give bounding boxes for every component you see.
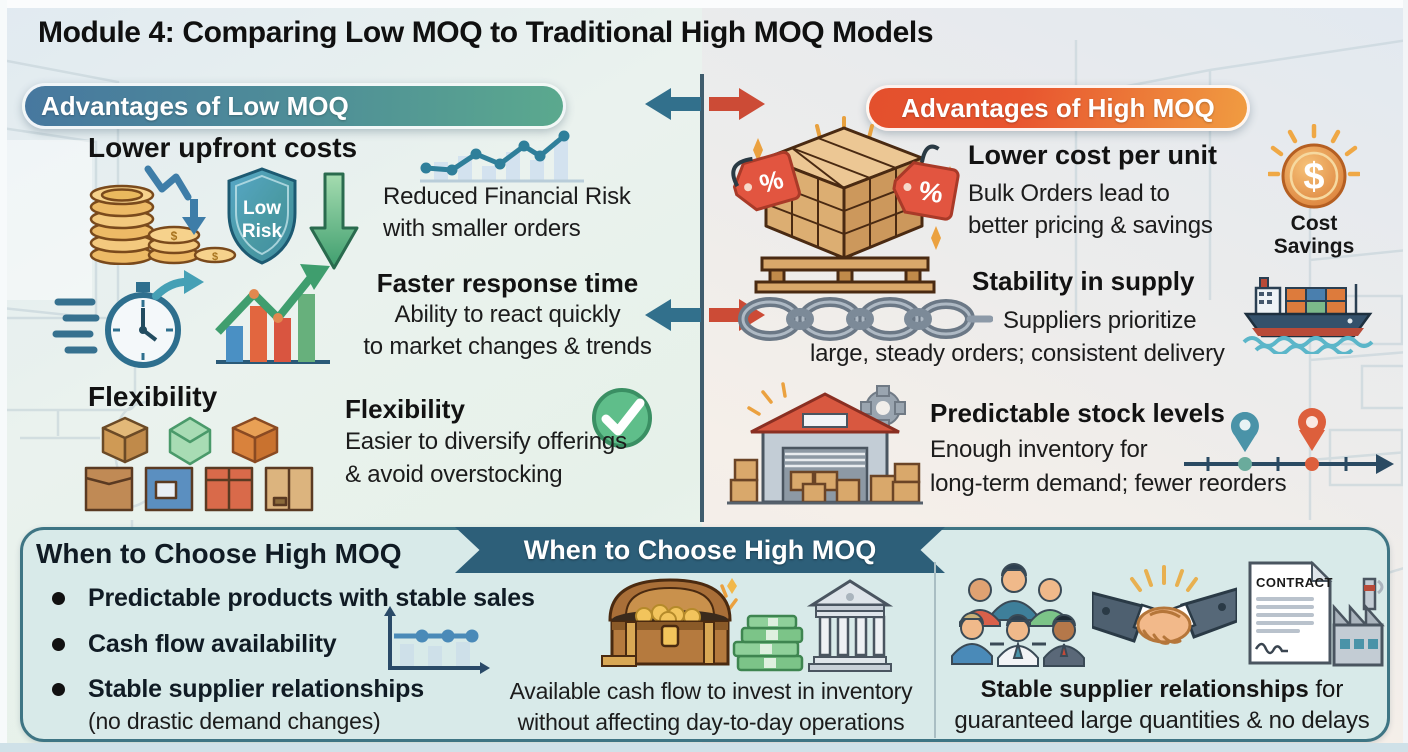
when-to-choose-ribbon: When to Choose High MOQ xyxy=(455,527,945,573)
cash-flow-caption: Available cash flow to invest in invento… xyxy=(488,676,934,738)
cost-savings-coin-icon: $ xyxy=(1268,124,1360,209)
svg-text:$: $ xyxy=(212,251,218,263)
suppliers-line2: large, steady orders; consistent deliver… xyxy=(810,340,1225,367)
cost-savings-label: Cost Savings xyxy=(1258,212,1370,258)
coin-dollar-symbol: $ xyxy=(1303,156,1324,198)
flexibility-heading: Flexibility xyxy=(88,381,218,412)
bulk-orders-text: Bulk Orders lead to better pricing & sav… xyxy=(968,178,1213,242)
contract-factory-icon: CONTRACT xyxy=(1248,560,1385,667)
people-group-icon xyxy=(951,563,1085,667)
product-cubes-icon xyxy=(101,416,279,466)
coin-stack-icon: $ $ xyxy=(89,165,237,265)
svg-text:$: $ xyxy=(171,229,178,243)
stopwatch-icon xyxy=(52,270,204,368)
inventory-line1: Enough inventory for xyxy=(930,436,1148,463)
warehouse-icon xyxy=(727,382,923,505)
faster-response-line2: to market changes & trends xyxy=(363,333,652,360)
bullet-2: Cash flow availability xyxy=(88,630,337,658)
growth-chart-icon xyxy=(215,264,330,364)
risk-trend-chart-icon xyxy=(420,130,584,183)
bullet-dot-2 xyxy=(52,638,65,656)
flexibility-side-heading: Flexibility xyxy=(345,394,465,424)
contract-label: CONTRACT xyxy=(1256,575,1333,590)
faster-response-line1: Ability to react quickly xyxy=(394,301,621,328)
bullet-note: (no drastic demand changes) xyxy=(88,708,381,734)
bottom-panel-separator xyxy=(934,562,936,738)
handshake-icon xyxy=(1092,565,1237,645)
flexibility-line1: Easier to diversify offerings xyxy=(345,428,627,455)
supplier-caption: Stable supplier relationships for guaran… xyxy=(942,674,1382,736)
cargo-ship-icon xyxy=(1242,277,1374,354)
pallet-boxes-icon: % % xyxy=(731,116,960,294)
timeline-pins-icon xyxy=(1184,408,1394,474)
low-moq-header-pill: Advantages of Low MOQ xyxy=(22,83,566,129)
center-divider xyxy=(700,74,704,522)
bullet-1: Predictable products with stable sales xyxy=(88,584,535,612)
page-title: Module 4: Comparing Low MOQ to Tradition… xyxy=(38,16,934,49)
shield-label-line1: Low xyxy=(243,198,281,219)
reduced-risk-line1: Reduced Financial Risk xyxy=(383,183,631,210)
cash-flow-caption-line2: without affecting day-to-day operations xyxy=(517,709,905,735)
chain-icon xyxy=(738,297,993,341)
frame-left xyxy=(0,0,7,752)
reduced-risk-line2: with smaller orders xyxy=(383,215,581,242)
high-moq-header-label: Advantages of High MOQ xyxy=(901,92,1215,123)
supplier-caption-bold: Stable supplier relationships xyxy=(980,676,1309,703)
cash-flow-caption-line1: Available cash flow to invest in invento… xyxy=(509,678,913,704)
lower-upfront-costs-heading: Lower upfront costs xyxy=(88,132,358,163)
shield-label-line2: Risk xyxy=(242,221,283,242)
stability-heading: Stability in supply xyxy=(972,266,1195,296)
check-circle-icon xyxy=(592,388,652,448)
high-moq-header-pill: Advantages of High MOQ xyxy=(866,85,1250,131)
low-moq-header-label: Advantages of Low MOQ xyxy=(41,90,349,121)
faster-response-text: Faster response time Ability to react qu… xyxy=(340,268,675,363)
inventory-line2: long-term demand; fewer reorders xyxy=(930,470,1287,497)
green-down-arrow-icon xyxy=(309,172,359,270)
bank-icon xyxy=(806,579,894,672)
flexibility-text: Flexibility Easier to diversify offering… xyxy=(345,394,627,491)
bullet-3: Stable supplier relationships xyxy=(88,675,424,703)
flexibility-line2: & avoid overstocking xyxy=(345,461,563,488)
ribbon-label: When to Choose High MOQ xyxy=(523,535,877,565)
reduced-risk-text: Reduced Financial Risk with smaller orde… xyxy=(383,181,631,245)
bulk-orders-line1: Bulk Orders lead to xyxy=(968,180,1170,207)
cost-savings-line1: Cost xyxy=(1290,212,1338,235)
bullet-dot-3 xyxy=(52,683,65,701)
versus-arrows-icon-top xyxy=(645,88,765,120)
faster-response-heading: Faster response time xyxy=(376,268,639,298)
supplier-caption-suffix: for xyxy=(1308,676,1344,703)
right-price-tag-percent: % xyxy=(916,175,945,209)
cost-savings-line2: Savings xyxy=(1273,235,1355,258)
treasure-chest-icon xyxy=(601,578,738,667)
frame-right xyxy=(1403,0,1408,752)
boxes-row-icon xyxy=(84,466,314,512)
frame-top xyxy=(0,0,1408,8)
frame-bottom xyxy=(0,743,1408,752)
cash-flow-chart-icon xyxy=(384,606,490,674)
bullet-dot-1 xyxy=(52,592,65,610)
when-to-choose-heading: When to Choose High MOQ xyxy=(36,538,402,569)
predictable-stock-heading: Predictable stock levels xyxy=(930,398,1225,428)
low-risk-shield-icon: Low Risk xyxy=(227,167,297,265)
lower-cost-heading: Lower cost per unit xyxy=(968,140,1218,170)
bulk-orders-line2: better pricing & savings xyxy=(968,212,1213,239)
money-stack-icon xyxy=(732,614,804,672)
supplier-caption-line2: guaranteed large quantities & no delays xyxy=(954,707,1370,734)
suppliers-line1: Suppliers prioritize xyxy=(1003,307,1197,334)
